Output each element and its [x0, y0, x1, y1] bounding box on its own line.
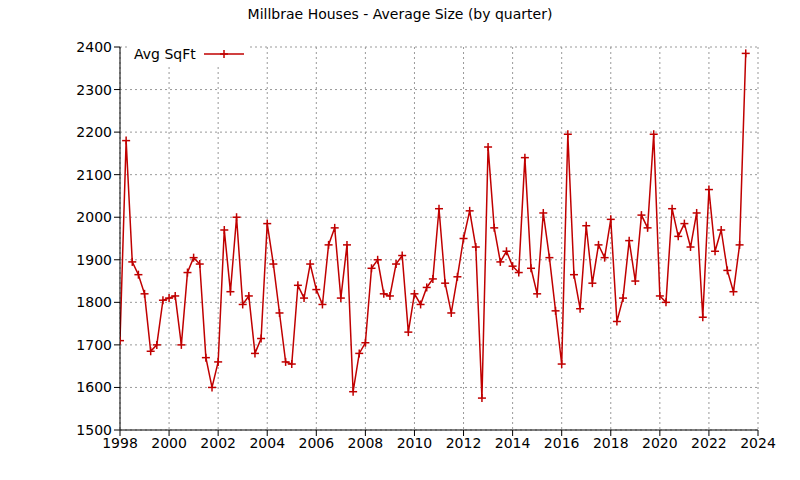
svg-text:2006: 2006	[298, 435, 334, 451]
svg-text:2300: 2300	[76, 82, 112, 98]
svg-text:2008: 2008	[348, 435, 384, 451]
svg-text:2000: 2000	[76, 209, 112, 225]
svg-text:2010: 2010	[397, 435, 433, 451]
svg-text:2002: 2002	[200, 435, 236, 451]
svg-text:2012: 2012	[446, 435, 482, 451]
svg-text:2016: 2016	[544, 435, 580, 451]
svg-text:2018: 2018	[593, 435, 629, 451]
svg-text:2200: 2200	[76, 124, 112, 140]
svg-text:1998: 1998	[102, 434, 138, 451]
svg-text:1600: 1600	[76, 379, 112, 395]
svg-text:1700: 1700	[76, 337, 112, 353]
svg-text:2004: 2004	[249, 435, 285, 451]
svg-text:2100: 2100	[76, 167, 112, 183]
svg-text:2000: 2000	[151, 435, 187, 451]
svg-text:1900: 1900	[76, 252, 112, 268]
svg-text:1800: 1800	[76, 294, 112, 310]
svg-text:2400: 2400	[76, 39, 112, 55]
svg-text:1500: 1500	[76, 422, 112, 438]
svg-text:2022: 2022	[691, 435, 727, 451]
svg-text:2020: 2020	[642, 435, 678, 451]
html-text:Avg SqFt: Avg SqFt	[134, 46, 196, 62]
html-text:Millbrae Houses - Average Size: Millbrae Houses - Average Size (by quart…	[247, 6, 553, 22]
svg-text:2024: 2024	[740, 435, 776, 451]
svg-text:2014: 2014	[495, 435, 531, 451]
